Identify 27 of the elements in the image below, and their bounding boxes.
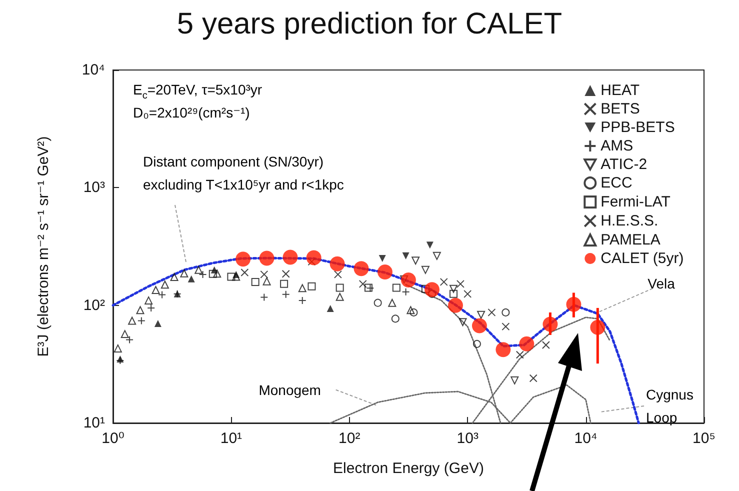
y-axis-title: E³J (electrons m⁻² s⁻¹ sr⁻¹ GeV²) xyxy=(35,136,52,357)
chart-title: 5 years prediction for CALET xyxy=(176,8,562,40)
x-tick-label: 10⁴ xyxy=(574,430,598,447)
annotation: Vela xyxy=(648,275,676,292)
annotation: Distant component (SN/30yr) excluding T<1x10⁵yr and r<1kpc xyxy=(143,154,344,192)
y-tick-label: 10² xyxy=(83,296,105,314)
x-axis-title: Electron Energy (GeV) xyxy=(333,460,484,477)
annotation: Monogem xyxy=(258,382,321,398)
y-tick-label: 10⁴ xyxy=(82,62,105,78)
legend-label: Fermi-LAT xyxy=(600,194,670,210)
legend-label: HEAT xyxy=(600,82,640,99)
x-tick-label: 10³ xyxy=(456,430,478,447)
y-tick-label: 10³ xyxy=(83,179,105,196)
x-tick-label: 10⁰ xyxy=(102,430,124,447)
legend-label: H.E.S.S. xyxy=(600,212,658,230)
y-tick-label: 10¹ xyxy=(83,414,105,432)
legend-label: AMS xyxy=(600,138,634,154)
legend-label: PPB-BETS xyxy=(600,119,675,136)
legend-label: CALET (5yr) xyxy=(600,250,684,267)
annotation: Cygnus Loop xyxy=(646,386,694,426)
legend-label: ECC xyxy=(600,174,632,192)
x-tick-label: 10¹ xyxy=(220,430,242,447)
legend-label: PAMELA xyxy=(600,232,660,248)
legend-label: ATIC-2 xyxy=(600,156,648,173)
legend-label: BETS xyxy=(600,100,640,118)
x-tick-label: 10⁵ xyxy=(692,430,716,447)
x-tick-label: 10² xyxy=(338,430,360,447)
